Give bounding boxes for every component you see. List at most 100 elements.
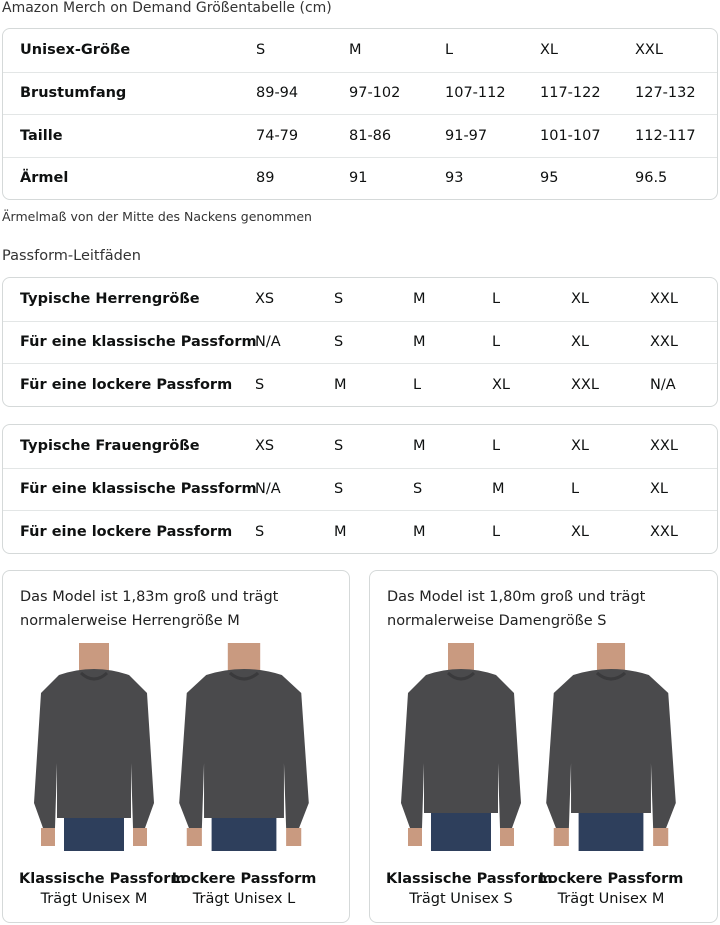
- cell: S: [413, 481, 423, 498]
- fit-label: Lockere Passform: [171, 871, 317, 887]
- cell: M: [413, 523, 426, 540]
- model-description: Das Model ist 1,80m groß und trägt norma…: [387, 589, 646, 629]
- sweatshirt: [546, 669, 676, 828]
- cell: N/A: [650, 376, 676, 393]
- model-photo: [34, 643, 154, 851]
- fit-guide-title: Passform-Leitfäden: [2, 248, 141, 264]
- table-row: Für eine klassische Passform N/A S M L XL XXL: [3, 320, 717, 364]
- size-table: Unisex-Größe S M L XL XXL Brustumfang 89-94 97-1…: [2, 28, 718, 200]
- cell: S: [334, 291, 344, 308]
- cell: L: [492, 523, 501, 540]
- cell: S: [255, 523, 265, 540]
- cell: XXL: [650, 438, 678, 455]
- cell: 93: [445, 170, 464, 187]
- table-row: Unisex-Größe S M L XL XXL: [3, 29, 717, 72]
- cell: M: [413, 334, 426, 351]
- table-row: Für eine lockere Passform S M M L XL XXL: [3, 510, 717, 553]
- model-neck: [79, 643, 109, 673]
- cell: 81-86: [349, 127, 392, 144]
- cell: 101-107: [540, 127, 601, 144]
- cell: XL: [492, 376, 511, 393]
- worn-size: Trägt Unisex M: [40, 891, 148, 907]
- cell: S: [334, 481, 344, 498]
- row-label: Für eine lockere Passform: [20, 523, 233, 540]
- cell: XS: [255, 291, 275, 308]
- cell: 127-132: [635, 85, 696, 102]
- cell: L: [492, 438, 501, 455]
- cell: XXL: [650, 291, 678, 308]
- model-figure: Lockere Passform Trägt Unisex M: [536, 643, 686, 907]
- cell: 107-112: [445, 85, 506, 102]
- cell: XXL: [650, 334, 678, 351]
- cell: L: [413, 376, 422, 393]
- sweatshirt: [179, 669, 309, 828]
- men-fit-table: Typische Herrengröße XS S M L XL XXL Für eine k…: [2, 277, 718, 407]
- cell: L: [492, 291, 501, 308]
- cell: 112-117: [635, 127, 696, 144]
- table-row: Typische Herrengröße XS S M L XL XXL: [3, 278, 717, 321]
- model-neck: [596, 643, 626, 673]
- table-row: Ärmel 89 91 93 95 96.5: [3, 156, 717, 200]
- sweatshirt: [401, 669, 521, 828]
- cell: M: [413, 291, 426, 308]
- sweatshirt: [34, 669, 154, 828]
- model-neck: [448, 643, 474, 673]
- fit-label: Klassische Passform: [386, 871, 553, 887]
- cell: N/A: [255, 334, 281, 351]
- cell: 89-94: [256, 85, 299, 102]
- cell: S: [334, 438, 344, 455]
- cell: 117-122: [540, 85, 601, 102]
- row-label: Taille: [20, 127, 63, 144]
- cell: 91-97: [445, 127, 488, 144]
- model-photo: [401, 643, 521, 851]
- sleeve-note: Ärmelmaß von der Mitte des Nackens genom…: [2, 209, 312, 224]
- cell: N/A: [255, 481, 281, 498]
- cell: XXL: [650, 523, 678, 540]
- model-neck: [227, 643, 261, 673]
- cell: XL: [540, 42, 559, 59]
- model-figure: Klassische Passform Trägt Unisex S: [386, 643, 553, 907]
- cell: 91: [349, 170, 368, 187]
- table-row: Taille 74-79 81-86 91-97 101-107 112-117: [3, 114, 717, 157]
- cell: XXL: [571, 376, 599, 393]
- cell: XL: [571, 438, 590, 455]
- women-model-card: Das Model ist 1,80m groß und trägt norma…: [369, 570, 718, 923]
- cell: XL: [571, 523, 590, 540]
- worn-size: Trägt Unisex S: [409, 891, 513, 907]
- row-label: Unisex-Größe: [20, 42, 131, 59]
- cell: 89: [256, 170, 275, 187]
- page-title: Amazon Merch on Demand Größentabelle (cm…: [2, 0, 332, 16]
- cell: XL: [571, 291, 590, 308]
- cell: XL: [650, 481, 669, 498]
- table-row: Typische Frauengröße XS S M L XL XXL: [3, 425, 717, 468]
- model-description: Das Model ist 1,83m groß und trägt norma…: [20, 589, 279, 629]
- row-label: Brustumfang: [20, 85, 127, 102]
- row-label: Für eine lockere Passform: [20, 376, 233, 393]
- cell: XXL: [635, 42, 663, 59]
- worn-size: Trägt Unisex L: [192, 891, 296, 907]
- table-row: Für eine lockere Passform S M L XL XXL N/A: [3, 363, 717, 406]
- cell: M: [413, 438, 426, 455]
- cell: S: [334, 334, 344, 351]
- cell: M: [334, 376, 347, 393]
- row-label: Ärmel: [20, 170, 69, 187]
- cell: S: [255, 376, 265, 393]
- cell: M: [334, 523, 347, 540]
- row-label: Typische Herrengröße: [20, 291, 200, 308]
- men-model-card: Das Model ist 1,83m groß und trägt norma…: [2, 570, 350, 923]
- model-figure: Lockere Passform Trägt Unisex L: [169, 643, 319, 907]
- women-fit-table: Typische Frauengröße XS S M L XL XXL Für eine k…: [2, 424, 718, 554]
- cell: M: [349, 42, 362, 59]
- row-label: Für eine klassische Passform: [20, 334, 257, 351]
- cell: XL: [571, 334, 590, 351]
- row-label: Für eine klassische Passform: [20, 481, 257, 498]
- cell: 74-79: [256, 127, 299, 144]
- cell: L: [445, 42, 454, 59]
- model-photo: [546, 643, 676, 851]
- cell: L: [492, 334, 501, 351]
- row-label: Typische Frauengröße: [20, 438, 200, 455]
- cell: 96.5: [635, 170, 668, 187]
- worn-size: Trägt Unisex M: [557, 891, 665, 907]
- fit-label: Klassische Passform: [19, 871, 186, 887]
- fit-label: Lockere Passform: [538, 871, 684, 887]
